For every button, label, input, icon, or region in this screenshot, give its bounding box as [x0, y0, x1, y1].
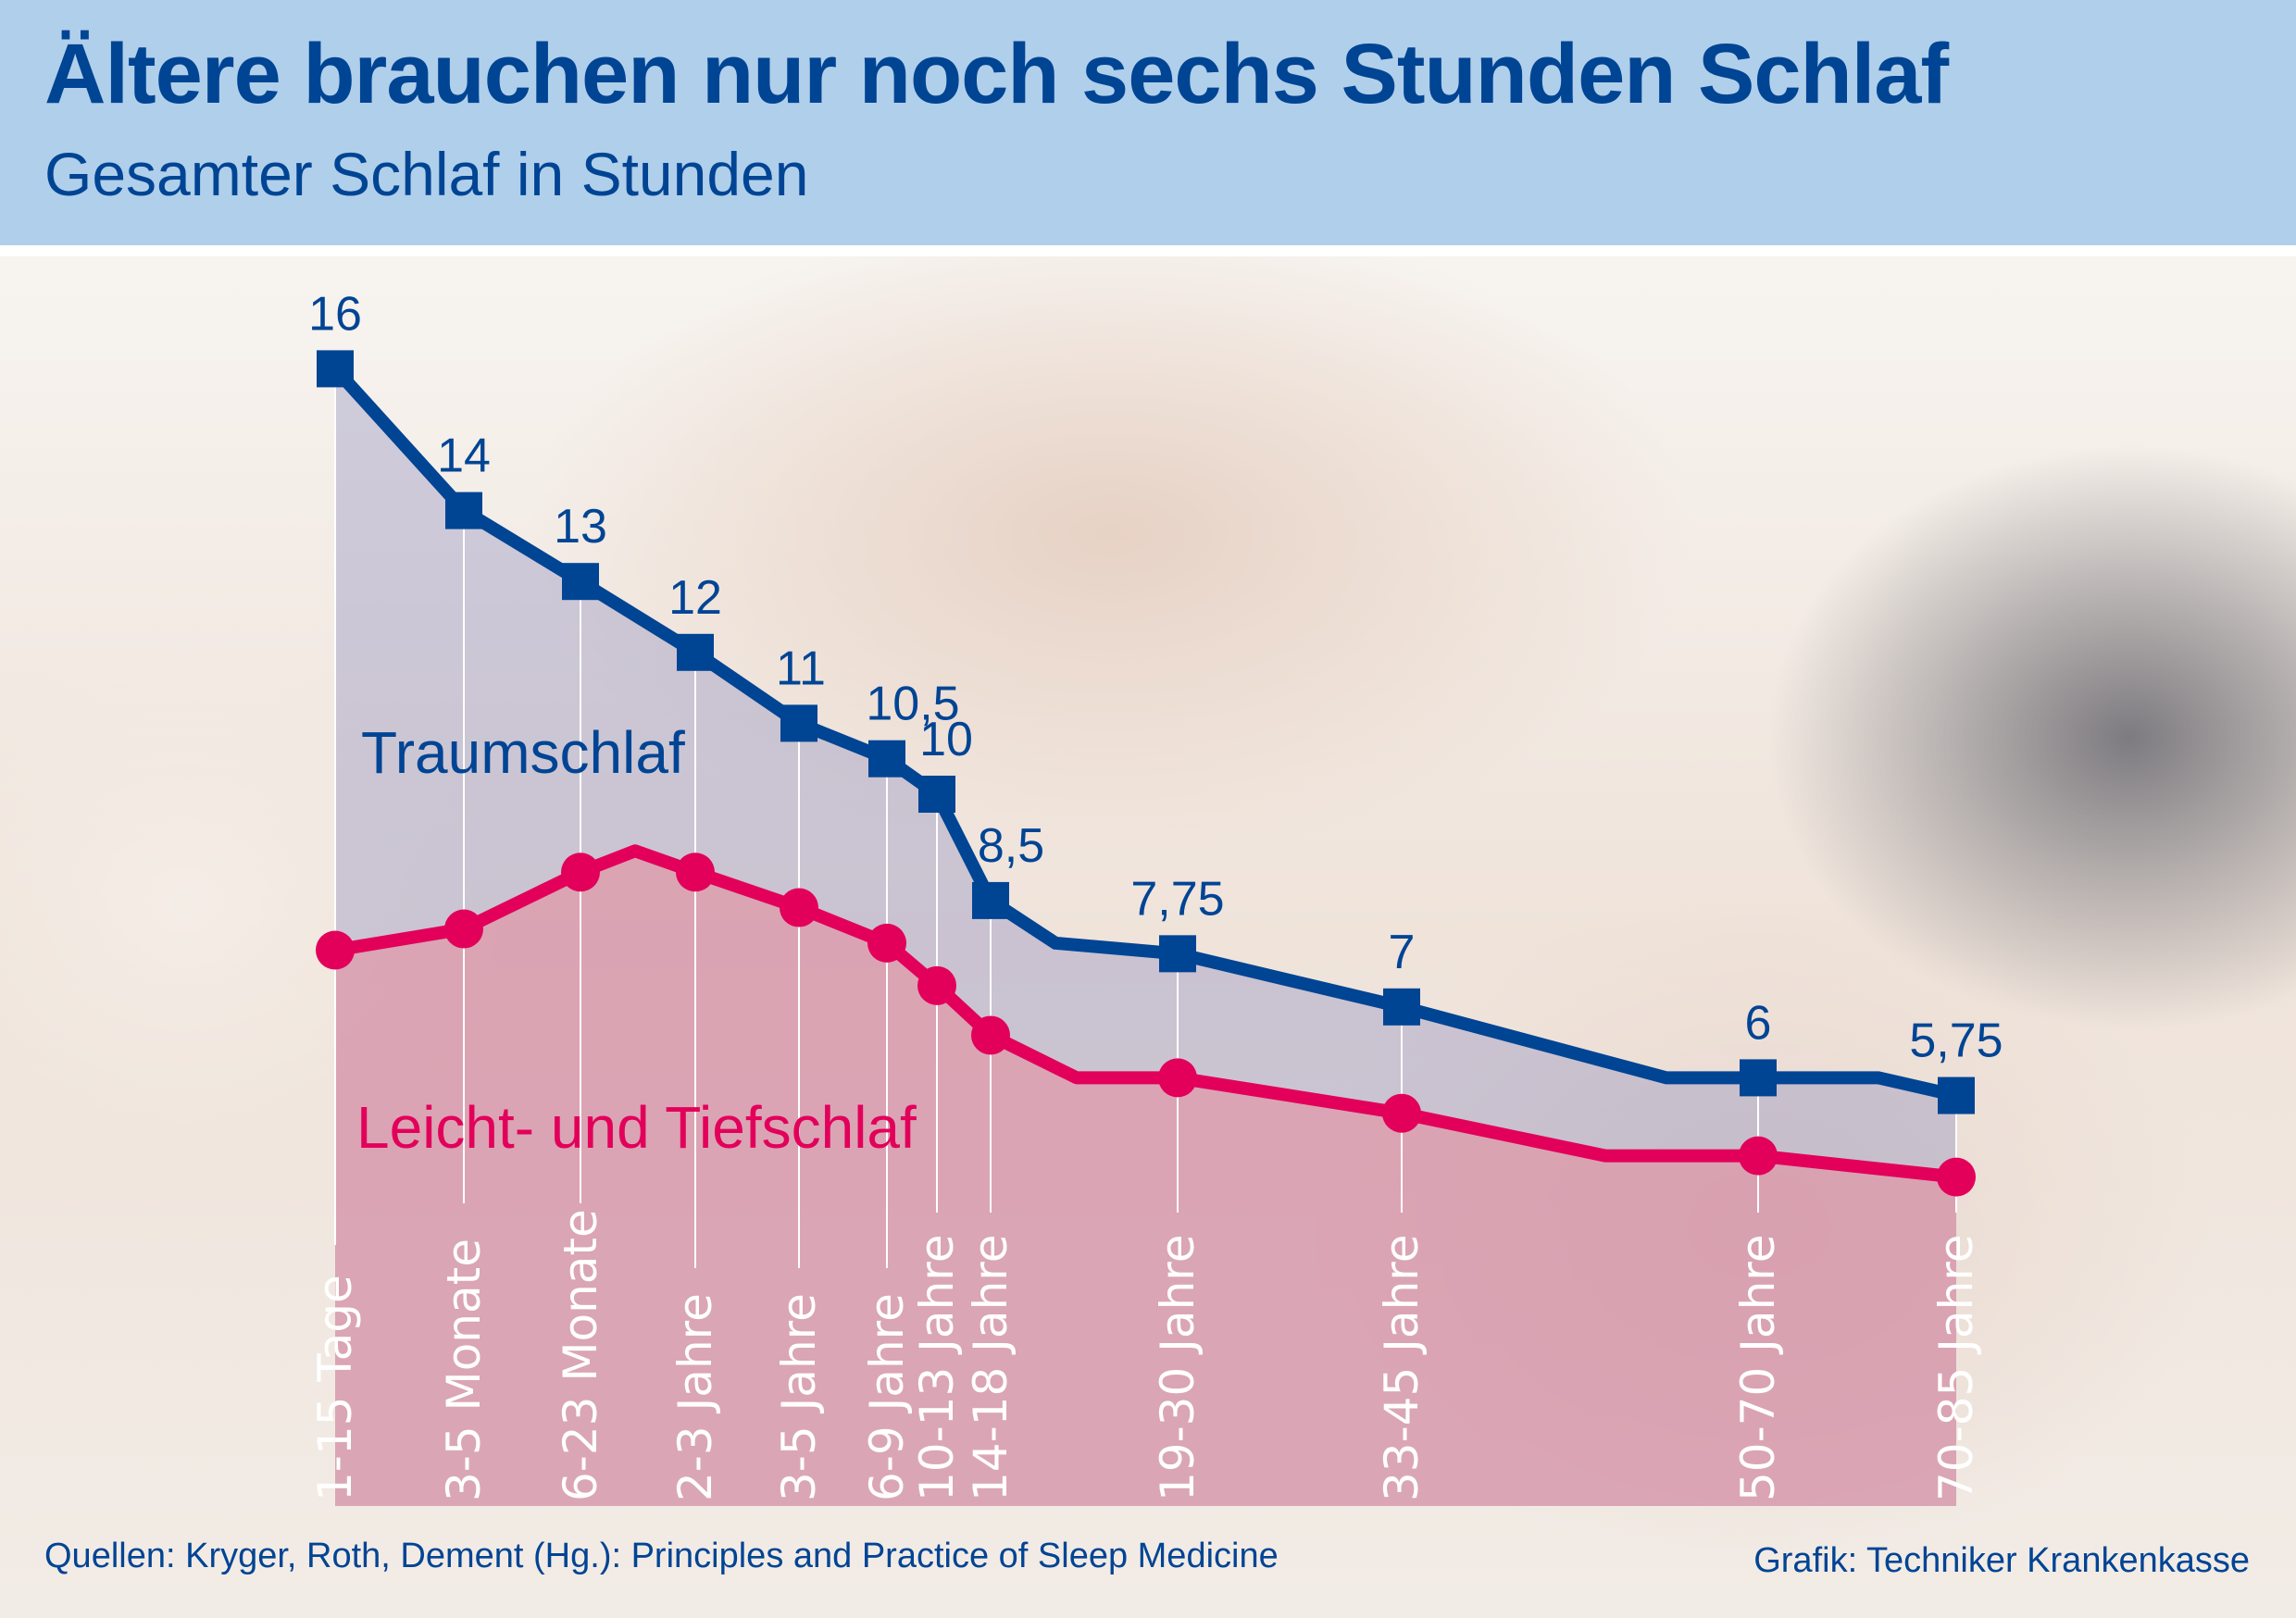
marker-traumschlaf — [677, 633, 714, 671]
marker-leicht-tiefschlaf — [1158, 1058, 1197, 1098]
x-tick-label: 3-5 Jahre — [772, 1293, 826, 1501]
x-tick-label: 70-85 Jahre — [1929, 1235, 1983, 1501]
x-tick-label: 10-13 Jahre — [910, 1235, 964, 1501]
x-tick-label: 33-45 Jahre — [1375, 1235, 1429, 1501]
source-note: Quellen: Kryger, Roth, Dement (Hg.): Pri… — [44, 1537, 1279, 1575]
x-tick-label: 6-9 Jahre — [860, 1293, 914, 1501]
x-tick-label: 14-18 Jahre — [964, 1235, 1017, 1501]
chart-title: Ältere brauchen nur noch sechs Stunden S… — [44, 27, 1949, 121]
category-lines — [334, 387, 1957, 1268]
data-label: 10 — [919, 713, 973, 766]
x-tick-label: 1-15 Tage — [308, 1275, 362, 1501]
marker-leicht-tiefschlaf — [917, 965, 956, 1005]
areas — [335, 368, 1956, 1506]
x-tick-label: 6-23 Monate — [554, 1209, 607, 1501]
x-tick-label: 50-70 Jahre — [1731, 1235, 1785, 1501]
marker-leicht-tiefschlaf — [561, 853, 600, 892]
marker-leicht-tiefschlaf — [676, 853, 715, 892]
header-band — [0, 0, 2296, 245]
data-label: 10,5 — [866, 678, 959, 731]
marker-leicht-tiefschlaf — [867, 923, 906, 963]
x-tick-label: 3-5 Monate — [437, 1238, 491, 1501]
marker-leicht-tiefschlaf — [316, 930, 355, 970]
series-markers — [316, 350, 1976, 1197]
header-divider — [0, 245, 2296, 256]
marker-traumschlaf — [918, 776, 955, 813]
marker-leicht-tiefschlaf — [1937, 1157, 1976, 1197]
x-tick-labels: 1-15 Tage 3-5 Monate 6-23 Monate 2-3 Jahre 3… — [308, 1209, 1983, 1501]
data-label: 11 — [776, 641, 826, 695]
marker-leicht-tiefschlaf — [971, 1015, 1010, 1055]
marker-traumschlaf — [972, 881, 1009, 919]
data-label: 6 — [1745, 996, 1772, 1050]
data-label: 7,75 — [1130, 872, 1224, 926]
marker-traumschlaf — [1740, 1059, 1777, 1097]
x-tick-label: 19-30 Jahre — [1151, 1235, 1204, 1501]
marker-traumschlaf — [445, 492, 482, 529]
series-label-traumschlaf: Traumschlaf — [361, 719, 685, 786]
marker-leicht-tiefschlaf — [444, 909, 483, 949]
marker-traumschlaf — [562, 563, 599, 601]
marker-traumschlaf — [317, 350, 354, 388]
series-label-leicht-tiefschlaf: Leicht- und Tiefschlaf — [356, 1094, 917, 1161]
data-label: 14 — [437, 429, 491, 483]
area-leicht-tiefschlaf — [335, 851, 1956, 1506]
marker-traumschlaf — [1159, 935, 1196, 973]
marker-leicht-tiefschlaf — [1382, 1093, 1421, 1133]
marker-traumschlaf — [1383, 988, 1420, 1026]
data-label: 13 — [554, 500, 607, 554]
data-label: 8,5 — [978, 819, 1044, 873]
chart-subtitle: Gesamter Schlaf in Stunden — [44, 140, 809, 208]
marker-traumschlaf — [868, 740, 905, 778]
marker-leicht-tiefschlaf — [1739, 1136, 1778, 1176]
x-tick-label: 2-3 Jahre — [668, 1293, 722, 1501]
data-label: 16 — [308, 287, 362, 341]
data-label: 12 — [668, 571, 722, 625]
data-label: 5,75 — [1909, 1014, 2003, 1068]
marker-traumschlaf — [780, 704, 817, 742]
marker-leicht-tiefschlaf — [780, 888, 818, 927]
data-label: 7 — [1389, 926, 1416, 979]
credit-note: Grafik: Techniker Krankenkasse — [1753, 1541, 2250, 1580]
marker-traumschlaf — [1938, 1077, 1975, 1114]
